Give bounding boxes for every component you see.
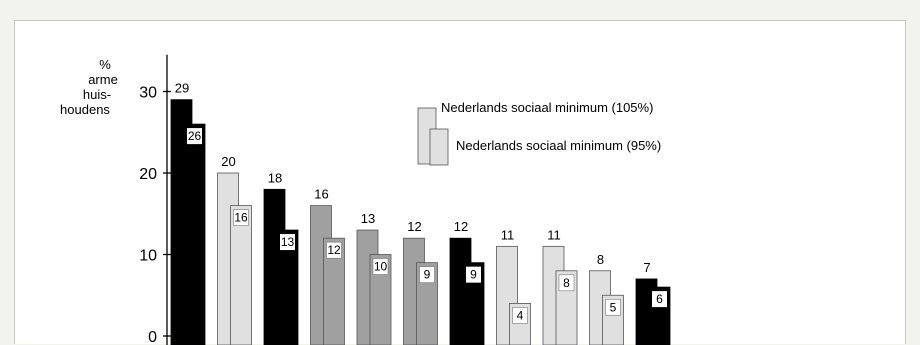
bar-value-label-series-2: 16 [234,211,248,225]
legend-swatch-series-2 [430,129,448,165]
bar-value-label-series-2: 9 [424,268,431,282]
y-axis-label-line: arme [88,72,118,87]
bar-series-2 [184,124,205,345]
y-tick-label: 10 [139,248,157,265]
y-tick-label: 0 [148,329,157,345]
bar-value-label-series-2: 13 [281,235,295,249]
bar-value-label-series-2: 8 [563,276,570,290]
y-axis-label-line: houdens [60,102,110,117]
bar-value-label-series-2: 5 [610,300,617,314]
y-axis: 0 10 20 30 [139,55,171,345]
y-tick-label: 20 [139,166,157,183]
bar-value-label-series-1: 12 [454,219,468,234]
bar-value-label-series-1: 12 [407,219,421,234]
legend-label-series-2: Nederlands sociaal minimum (95%) [456,138,661,153]
bar-value-label-series-1: 18 [268,170,282,185]
bar-value-label-series-2: 10 [374,260,388,274]
bar-value-label-series-1: 20 [221,154,235,169]
bar-value-label-series-1: 7 [643,260,650,275]
bar-value-label-series-1: 29 [175,81,189,96]
bar-value-label-series-2: 6 [656,292,663,306]
bar-value-label-series-2: 26 [188,129,202,143]
bar-value-label-series-1: 11 [547,227,561,242]
bar-value-label-series-1: 13 [361,211,375,226]
legend-label-series-1: Nederlands sociaal minimum (105%) [441,100,653,115]
bar-value-label-series-2: 12 [327,243,341,257]
bar-series-2 [231,206,252,345]
y-axis-label-line: huis- [83,87,111,102]
y-tick-label: 30 [139,85,157,102]
bar-value-label-series-1: 16 [314,187,328,202]
bar-value-label-series-2: 4 [517,308,524,322]
y-axis-label-line: % [99,57,111,72]
legend: Nederlands sociaal minimum (105%) Nederla… [418,100,661,165]
bar-value-label-series-1: 8 [597,252,604,267]
bar-value-label-series-2: 9 [470,268,477,282]
bar-value-label-series-1: 11 [501,227,515,242]
